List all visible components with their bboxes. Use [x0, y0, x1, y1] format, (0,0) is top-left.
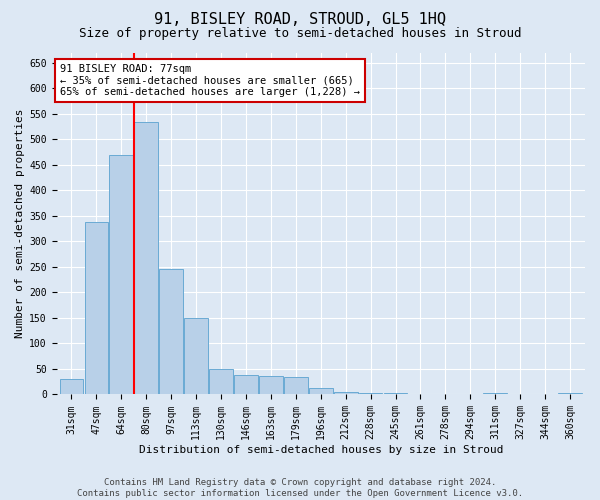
Bar [134, 122, 158, 394]
Bar [259, 376, 283, 394]
Bar [309, 388, 332, 394]
Bar [109, 154, 133, 394]
Text: Contains HM Land Registry data © Crown copyright and database right 2024.
Contai: Contains HM Land Registry data © Crown c… [77, 478, 523, 498]
Bar [209, 369, 233, 394]
Bar [334, 392, 358, 394]
Bar [160, 270, 183, 394]
Bar [85, 222, 108, 394]
Bar [558, 393, 582, 394]
Bar [59, 379, 83, 394]
Bar [184, 318, 208, 394]
Bar [484, 393, 507, 394]
Text: 91 BISLEY ROAD: 77sqm
← 35% of semi-detached houses are smaller (665)
65% of sem: 91 BISLEY ROAD: 77sqm ← 35% of semi-deta… [60, 64, 360, 97]
Y-axis label: Number of semi-detached properties: Number of semi-detached properties [15, 108, 25, 338]
Bar [234, 375, 258, 394]
Text: Size of property relative to semi-detached houses in Stroud: Size of property relative to semi-detach… [79, 28, 521, 40]
X-axis label: Distribution of semi-detached houses by size in Stroud: Distribution of semi-detached houses by … [139, 445, 503, 455]
Bar [284, 376, 308, 394]
Bar [359, 393, 382, 394]
Text: 91, BISLEY ROAD, STROUD, GL5 1HQ: 91, BISLEY ROAD, STROUD, GL5 1HQ [154, 12, 446, 28]
